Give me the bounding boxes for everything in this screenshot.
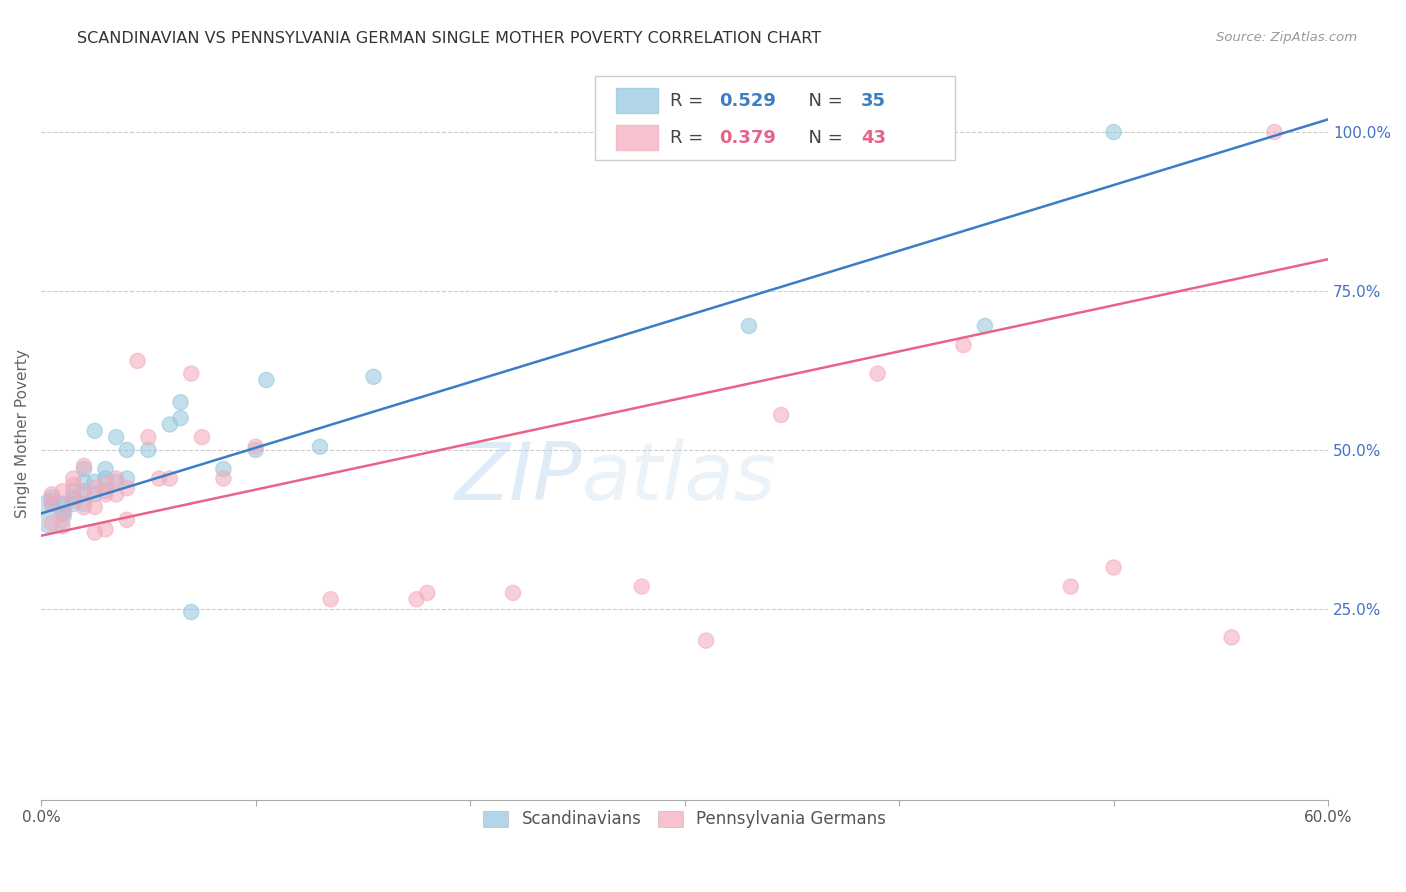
Point xyxy=(94,522,117,536)
Point xyxy=(94,484,117,499)
Point xyxy=(94,487,117,501)
Point xyxy=(41,491,63,505)
FancyBboxPatch shape xyxy=(616,125,658,150)
Point xyxy=(127,354,149,368)
Point xyxy=(62,493,84,508)
Text: R =: R = xyxy=(671,128,710,147)
Point xyxy=(73,475,96,489)
Point xyxy=(94,462,117,476)
Text: 35: 35 xyxy=(860,92,886,110)
Legend: Scandinavians, Pennsylvania Germans: Scandinavians, Pennsylvania Germans xyxy=(477,804,893,835)
Point xyxy=(1102,560,1125,574)
Point xyxy=(254,373,277,387)
Point xyxy=(319,592,342,607)
Point xyxy=(41,507,63,521)
Point xyxy=(169,395,191,409)
Point xyxy=(738,318,761,333)
Point xyxy=(1060,580,1083,594)
Point xyxy=(245,442,267,457)
Point xyxy=(180,605,202,619)
Text: 0.529: 0.529 xyxy=(720,92,776,110)
Point xyxy=(212,471,235,485)
Point xyxy=(41,497,63,511)
Point xyxy=(1263,125,1285,139)
Point xyxy=(73,500,96,515)
Point xyxy=(41,497,63,511)
Text: 0.379: 0.379 xyxy=(720,128,776,147)
Point xyxy=(148,471,170,485)
Point xyxy=(105,487,128,501)
Point xyxy=(630,580,652,594)
Point xyxy=(51,497,73,511)
FancyBboxPatch shape xyxy=(595,76,955,160)
Point xyxy=(1102,125,1125,139)
Point xyxy=(51,484,73,499)
Point xyxy=(62,497,84,511)
Point xyxy=(62,484,84,499)
FancyBboxPatch shape xyxy=(616,87,658,113)
Point xyxy=(83,500,105,515)
Text: ZIP: ZIP xyxy=(454,439,582,516)
Text: atlas: atlas xyxy=(582,439,776,516)
Point xyxy=(83,481,105,495)
Point xyxy=(245,440,267,454)
Point xyxy=(115,513,138,527)
Point xyxy=(62,478,84,492)
Point xyxy=(83,487,105,501)
Point xyxy=(41,516,63,530)
Point xyxy=(62,471,84,485)
Point xyxy=(212,462,235,476)
Point xyxy=(770,408,793,422)
Point xyxy=(138,430,160,444)
Point xyxy=(51,507,73,521)
Point xyxy=(138,442,160,457)
Point xyxy=(73,458,96,473)
Point xyxy=(405,592,427,607)
Text: 43: 43 xyxy=(860,128,886,147)
Point xyxy=(83,424,105,438)
Point xyxy=(51,507,73,521)
Point xyxy=(73,497,96,511)
Point xyxy=(416,586,439,600)
Point xyxy=(159,417,181,432)
Text: Source: ZipAtlas.com: Source: ZipAtlas.com xyxy=(1216,31,1357,45)
Point xyxy=(105,475,128,489)
Point xyxy=(105,471,128,485)
Text: R =: R = xyxy=(671,92,710,110)
Point xyxy=(695,633,717,648)
Point xyxy=(73,487,96,501)
Point xyxy=(83,475,105,489)
Point xyxy=(1220,631,1243,645)
Point xyxy=(191,430,214,444)
Point xyxy=(51,519,73,533)
Point xyxy=(94,471,117,485)
Point xyxy=(952,338,974,352)
Text: N =: N = xyxy=(797,92,848,110)
Point xyxy=(115,471,138,485)
Point xyxy=(169,411,191,425)
Point xyxy=(105,430,128,444)
Point xyxy=(115,481,138,495)
Text: N =: N = xyxy=(797,128,848,147)
Point xyxy=(159,471,181,485)
Point xyxy=(62,491,84,505)
Point xyxy=(363,369,385,384)
Point xyxy=(73,484,96,499)
Point xyxy=(180,367,202,381)
Point xyxy=(83,525,105,540)
Point xyxy=(866,367,889,381)
Y-axis label: Single Mother Poverty: Single Mother Poverty xyxy=(15,350,30,518)
Point xyxy=(94,478,117,492)
Text: SCANDINAVIAN VS PENNSYLVANIA GERMAN SINGLE MOTHER POVERTY CORRELATION CHART: SCANDINAVIAN VS PENNSYLVANIA GERMAN SING… xyxy=(77,31,821,46)
Point xyxy=(502,586,524,600)
Point xyxy=(309,440,332,454)
Point xyxy=(115,442,138,457)
Point xyxy=(73,462,96,476)
Point xyxy=(974,318,997,333)
Point xyxy=(41,487,63,501)
